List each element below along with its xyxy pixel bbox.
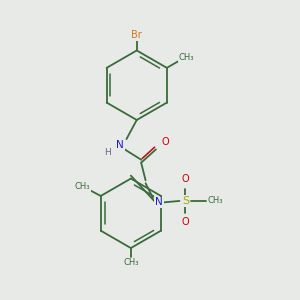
Text: N: N xyxy=(155,197,163,207)
Text: O: O xyxy=(161,137,169,147)
Text: N: N xyxy=(116,140,124,150)
Text: CH₃: CH₃ xyxy=(178,53,194,62)
Text: CH₃: CH₃ xyxy=(208,196,224,206)
Text: O: O xyxy=(182,218,189,227)
Text: CH₃: CH₃ xyxy=(75,182,90,191)
Text: CH₃: CH₃ xyxy=(123,258,139,267)
Text: S: S xyxy=(182,196,189,206)
Text: O: O xyxy=(182,174,189,184)
Text: Br: Br xyxy=(131,30,142,40)
Text: H: H xyxy=(104,148,111,157)
